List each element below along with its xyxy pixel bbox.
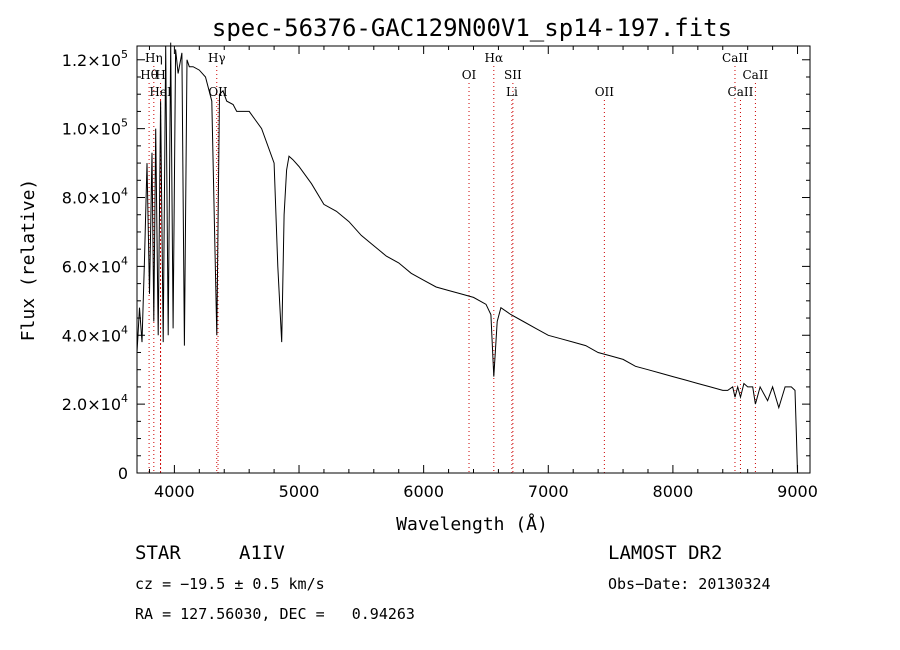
- plot-frame: [136, 45, 811, 474]
- y-tick-label-4: 8.0×104: [62, 186, 128, 208]
- y-axis-label: Flux (relative): [18, 179, 39, 342]
- object-type: STAR: [135, 542, 181, 564]
- y-tick-label-6: 1.2×105: [62, 48, 128, 70]
- x-tick-label-2: 6000: [403, 482, 444, 501]
- y-tick-exponent-4: 4: [121, 186, 128, 199]
- y-tick-mantissa-3: 6.0×10: [62, 257, 121, 276]
- y-tick-label-1: 2.0×104: [62, 392, 128, 414]
- y-tick-mantissa-4: 8.0×10: [62, 189, 121, 208]
- y-tick-exponent-1: 4: [121, 392, 128, 405]
- y-tick-exponent-5: 5: [121, 117, 128, 130]
- y-tick-mantissa-1: 2.0×10: [62, 395, 121, 414]
- marker-label-9: Li: [506, 85, 518, 99]
- marker-label-2: H: [155, 68, 165, 82]
- marker-label-3: HeI: [149, 85, 172, 99]
- x-tick-label-3: 7000: [528, 482, 569, 501]
- marker-label-13: CaII: [728, 85, 754, 99]
- axis-ticks: 4000 5000 6000 7000 8000 900002.0×1044.0×1046…: [62, 46, 818, 501]
- marker-label-7: Hα: [485, 51, 504, 65]
- y-tick-exponent-2: 4: [121, 323, 128, 336]
- y-tick-mantissa-6: 1.2×10: [62, 51, 121, 70]
- y-tick-mantissa-0: 0: [118, 464, 128, 483]
- marker-label-6: OI: [462, 68, 477, 82]
- marker-label-10: OII: [595, 85, 615, 99]
- y-tick-label-0: 0: [118, 464, 128, 483]
- object-subclass: A1IV: [239, 542, 285, 564]
- y-tick-mantissa-5: 1.0×10: [62, 120, 121, 139]
- survey-name: LAMOST DR2: [608, 542, 723, 564]
- y-tick-label-5: 1.0×105: [62, 117, 128, 139]
- marker-label-4: Hγ: [208, 51, 226, 65]
- y-tick-mantissa-2: 4.0×10: [62, 326, 121, 345]
- y-tick-label-2: 4.0×104: [62, 323, 128, 345]
- marker-label-8: SII: [504, 68, 522, 82]
- chart-title: spec-56376-GAC129N00V1_sp14-197.fits: [212, 14, 732, 42]
- obs-date-text: Obs−Date: 20130324: [608, 575, 771, 593]
- x-tick-label-5: 9000: [777, 482, 818, 501]
- y-tick-label-3: 6.0×104: [62, 254, 128, 276]
- marker-label-0: Hη: [145, 51, 163, 65]
- y-tick-exponent-6: 5: [121, 48, 128, 61]
- x-tick-label-0: 4000: [154, 482, 195, 501]
- redshift-text: cz = −19.5 ± 0.5 km/s: [135, 575, 325, 593]
- y-tick-exponent-3: 4: [121, 254, 128, 267]
- marker-label-11: CaII: [722, 51, 748, 65]
- marker-label-5: OII: [208, 85, 228, 99]
- x-tick-label-1: 5000: [279, 482, 320, 501]
- x-tick-label-4: 8000: [653, 482, 694, 501]
- spectrum-line: [136, 42, 798, 474]
- x-axis-label: Wavelength (Å): [396, 513, 548, 535]
- marker-label-1: Hθ: [140, 68, 158, 82]
- coordinates-text: RA = 127.56030, DEC = 0.94263: [135, 605, 415, 623]
- marker-label-12: CaII: [742, 68, 768, 82]
